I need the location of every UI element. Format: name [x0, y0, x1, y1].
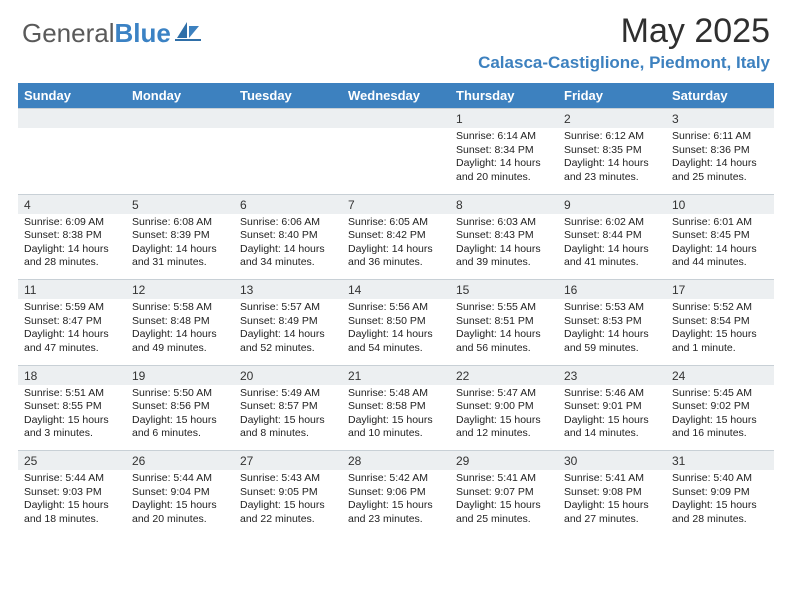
- day-content-row: Sunrise: 6:09 AMSunset: 8:38 PMDaylight:…: [18, 214, 774, 280]
- day-content: Sunrise: 5:44 AMSunset: 9:03 PMDaylight:…: [18, 470, 126, 536]
- day-number: 6: [234, 194, 342, 214]
- brand-name: GeneralBlue: [22, 18, 171, 49]
- day-number: 26: [126, 451, 234, 471]
- day-content: Sunrise: 5:59 AMSunset: 8:47 PMDaylight:…: [18, 299, 126, 365]
- weekday-header: Thursday: [450, 83, 558, 109]
- brand-gray: General: [22, 18, 115, 48]
- brand-sail-icon: [175, 20, 201, 47]
- day-content: Sunrise: 5:42 AMSunset: 9:06 PMDaylight:…: [342, 470, 450, 536]
- day-number: 29: [450, 451, 558, 471]
- day-content: Sunrise: 5:53 AMSunset: 8:53 PMDaylight:…: [558, 299, 666, 365]
- day-number-row: 45678910: [18, 194, 774, 214]
- day-number-row: 25262728293031: [18, 451, 774, 471]
- day-number: 2: [558, 109, 666, 129]
- day-number-row: 123: [18, 109, 774, 129]
- day-content: Sunrise: 6:03 AMSunset: 8:43 PMDaylight:…: [450, 214, 558, 280]
- day-number: 4: [18, 194, 126, 214]
- day-content-row: Sunrise: 6:14 AMSunset: 8:34 PMDaylight:…: [18, 128, 774, 194]
- calendar-table: SundayMondayTuesdayWednesdayThursdayFrid…: [18, 83, 774, 536]
- weekday-header: Sunday: [18, 83, 126, 109]
- empty-day-number: [126, 109, 234, 129]
- day-number: 24: [666, 365, 774, 385]
- weekday-header: Wednesday: [342, 83, 450, 109]
- day-number: 9: [558, 194, 666, 214]
- day-content: Sunrise: 5:52 AMSunset: 8:54 PMDaylight:…: [666, 299, 774, 365]
- empty-day-number: [18, 109, 126, 129]
- empty-day-number: [342, 109, 450, 129]
- day-number-row: 18192021222324: [18, 365, 774, 385]
- day-number: 18: [18, 365, 126, 385]
- month-title: May 2025: [478, 12, 770, 51]
- day-content-row: Sunrise: 5:59 AMSunset: 8:47 PMDaylight:…: [18, 299, 774, 365]
- day-content: Sunrise: 5:40 AMSunset: 9:09 PMDaylight:…: [666, 470, 774, 536]
- weekday-header-row: SundayMondayTuesdayWednesdayThursdayFrid…: [18, 83, 774, 109]
- day-number: 7: [342, 194, 450, 214]
- day-content: Sunrise: 6:02 AMSunset: 8:44 PMDaylight:…: [558, 214, 666, 280]
- day-content: Sunrise: 6:14 AMSunset: 8:34 PMDaylight:…: [450, 128, 558, 194]
- brand-logo: GeneralBlue: [22, 18, 201, 49]
- day-content: Sunrise: 5:44 AMSunset: 9:04 PMDaylight:…: [126, 470, 234, 536]
- day-number: 30: [558, 451, 666, 471]
- day-number: 19: [126, 365, 234, 385]
- day-number: 25: [18, 451, 126, 471]
- day-content: Sunrise: 5:46 AMSunset: 9:01 PMDaylight:…: [558, 385, 666, 451]
- day-number: 14: [342, 280, 450, 300]
- day-number-row: 11121314151617: [18, 280, 774, 300]
- empty-day-content: [234, 128, 342, 194]
- day-content: Sunrise: 6:05 AMSunset: 8:42 PMDaylight:…: [342, 214, 450, 280]
- day-number: 27: [234, 451, 342, 471]
- day-content: Sunrise: 5:43 AMSunset: 9:05 PMDaylight:…: [234, 470, 342, 536]
- day-content-row: Sunrise: 5:44 AMSunset: 9:03 PMDaylight:…: [18, 470, 774, 536]
- day-content: Sunrise: 5:55 AMSunset: 8:51 PMDaylight:…: [450, 299, 558, 365]
- day-content: Sunrise: 5:49 AMSunset: 8:57 PMDaylight:…: [234, 385, 342, 451]
- day-number: 16: [558, 280, 666, 300]
- empty-day-content: [342, 128, 450, 194]
- title-block: May 2025 Calasca-Castiglione, Piedmont, …: [478, 12, 770, 73]
- day-content: Sunrise: 5:45 AMSunset: 9:02 PMDaylight:…: [666, 385, 774, 451]
- day-content: Sunrise: 5:56 AMSunset: 8:50 PMDaylight:…: [342, 299, 450, 365]
- empty-day-content: [126, 128, 234, 194]
- day-number: 28: [342, 451, 450, 471]
- day-number: 11: [18, 280, 126, 300]
- day-number: 5: [126, 194, 234, 214]
- day-content: Sunrise: 6:12 AMSunset: 8:35 PMDaylight:…: [558, 128, 666, 194]
- day-number: 22: [450, 365, 558, 385]
- day-number: 10: [666, 194, 774, 214]
- day-number: 17: [666, 280, 774, 300]
- day-content: Sunrise: 5:57 AMSunset: 8:49 PMDaylight:…: [234, 299, 342, 365]
- day-number: 23: [558, 365, 666, 385]
- day-number: 21: [342, 365, 450, 385]
- day-number: 8: [450, 194, 558, 214]
- weekday-header: Tuesday: [234, 83, 342, 109]
- day-content: Sunrise: 5:41 AMSunset: 9:07 PMDaylight:…: [450, 470, 558, 536]
- day-content: Sunrise: 5:50 AMSunset: 8:56 PMDaylight:…: [126, 385, 234, 451]
- header: GeneralBlue May 2025 Calasca-Castiglione…: [0, 0, 792, 79]
- day-content: Sunrise: 6:09 AMSunset: 8:38 PMDaylight:…: [18, 214, 126, 280]
- day-content: Sunrise: 5:47 AMSunset: 9:00 PMDaylight:…: [450, 385, 558, 451]
- weekday-header: Friday: [558, 83, 666, 109]
- day-content: Sunrise: 5:51 AMSunset: 8:55 PMDaylight:…: [18, 385, 126, 451]
- day-number: 13: [234, 280, 342, 300]
- day-number: 1: [450, 109, 558, 129]
- day-number: 12: [126, 280, 234, 300]
- day-content: Sunrise: 5:48 AMSunset: 8:58 PMDaylight:…: [342, 385, 450, 451]
- day-number: 31: [666, 451, 774, 471]
- day-content-row: Sunrise: 5:51 AMSunset: 8:55 PMDaylight:…: [18, 385, 774, 451]
- day-number: 20: [234, 365, 342, 385]
- brand-blue: Blue: [115, 18, 171, 48]
- day-number: 15: [450, 280, 558, 300]
- weekday-header: Saturday: [666, 83, 774, 109]
- empty-day-content: [18, 128, 126, 194]
- day-content: Sunrise: 5:58 AMSunset: 8:48 PMDaylight:…: [126, 299, 234, 365]
- day-content: Sunrise: 5:41 AMSunset: 9:08 PMDaylight:…: [558, 470, 666, 536]
- day-content: Sunrise: 6:08 AMSunset: 8:39 PMDaylight:…: [126, 214, 234, 280]
- day-content: Sunrise: 6:01 AMSunset: 8:45 PMDaylight:…: [666, 214, 774, 280]
- day-number: 3: [666, 109, 774, 129]
- empty-day-number: [234, 109, 342, 129]
- weekday-header: Monday: [126, 83, 234, 109]
- day-content: Sunrise: 6:11 AMSunset: 8:36 PMDaylight:…: [666, 128, 774, 194]
- location-subtitle: Calasca-Castiglione, Piedmont, Italy: [478, 53, 770, 73]
- day-content: Sunrise: 6:06 AMSunset: 8:40 PMDaylight:…: [234, 214, 342, 280]
